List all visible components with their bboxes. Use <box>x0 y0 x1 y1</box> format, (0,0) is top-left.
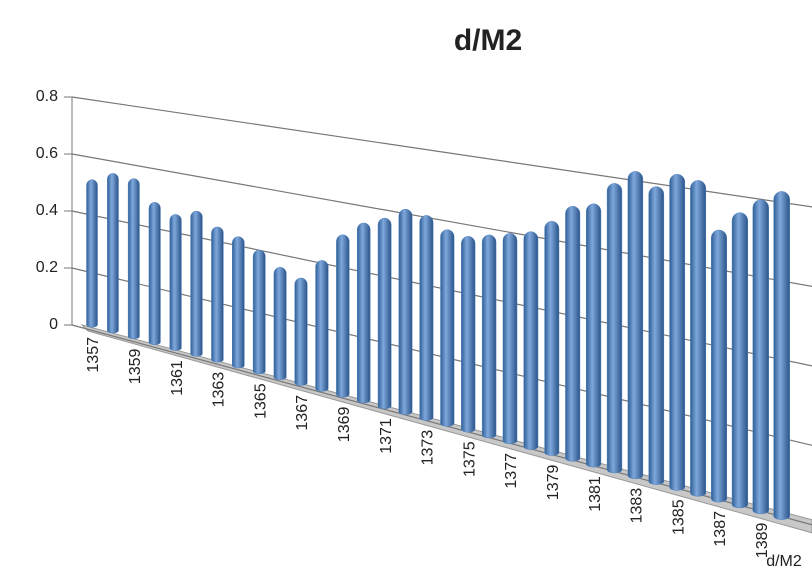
x-tick-label: 1381 <box>587 476 604 512</box>
grid-line <box>71 153 812 287</box>
x-tick-label: 1371 <box>378 418 395 454</box>
bar <box>440 229 455 427</box>
y-tick-label: 0.4 <box>36 202 58 219</box>
bar <box>148 202 161 345</box>
x-tick-label: 1387 <box>712 511 729 547</box>
x-tick-label: 1363 <box>211 372 228 408</box>
bar <box>398 208 413 415</box>
grid-line <box>71 96 812 208</box>
bar <box>419 215 434 421</box>
bar <box>481 234 497 439</box>
bar <box>565 206 581 462</box>
bar <box>169 214 182 351</box>
x-tick-label: 1365 <box>252 383 269 419</box>
x-tick-label: 1385 <box>670 499 687 535</box>
x-tick-label: 1357 <box>85 337 102 373</box>
x-tick-label: 1383 <box>629 488 646 524</box>
y-tick-label: 0.2 <box>36 259 58 276</box>
x-tick-label: 1379 <box>545 464 562 500</box>
bar <box>773 191 790 520</box>
bar <box>232 236 245 369</box>
bar <box>606 183 623 474</box>
bar <box>190 210 203 357</box>
y-tick-label: 0.8 <box>36 88 58 105</box>
bar <box>86 179 98 328</box>
bar <box>211 226 224 363</box>
x-tick-label: 1377 <box>503 453 520 489</box>
x-tick-label: 1373 <box>420 430 437 466</box>
bar <box>336 234 350 398</box>
chart-title: d/M2 <box>454 24 522 57</box>
y-tick-label: 0 <box>49 316 58 333</box>
x-tick-label: 1375 <box>461 441 478 477</box>
x-tick-label: 1359 <box>127 348 144 384</box>
bar <box>377 217 392 410</box>
bar <box>315 260 329 392</box>
bar <box>627 171 644 480</box>
bar <box>731 212 748 509</box>
bar <box>356 222 371 404</box>
bar <box>710 229 728 503</box>
x-tick-label: 1361 <box>169 360 186 396</box>
bar <box>502 233 518 445</box>
bar <box>461 236 476 433</box>
depth-label: d/M2 <box>766 553 802 570</box>
bar <box>648 186 665 485</box>
bar <box>294 277 308 386</box>
bar <box>544 221 560 456</box>
bar <box>586 203 602 468</box>
bar <box>252 249 266 375</box>
bar <box>752 199 769 514</box>
bar <box>669 174 686 491</box>
bar <box>523 231 539 450</box>
y-tick-label: 0.6 <box>36 145 58 162</box>
bar <box>127 178 140 340</box>
x-tick-label: 1369 <box>336 406 353 442</box>
x-tick-label: 1367 <box>294 395 311 431</box>
bar <box>273 266 287 380</box>
bar <box>690 180 707 497</box>
bar <box>107 173 119 334</box>
x-tick-label: 1389 <box>754 522 771 558</box>
